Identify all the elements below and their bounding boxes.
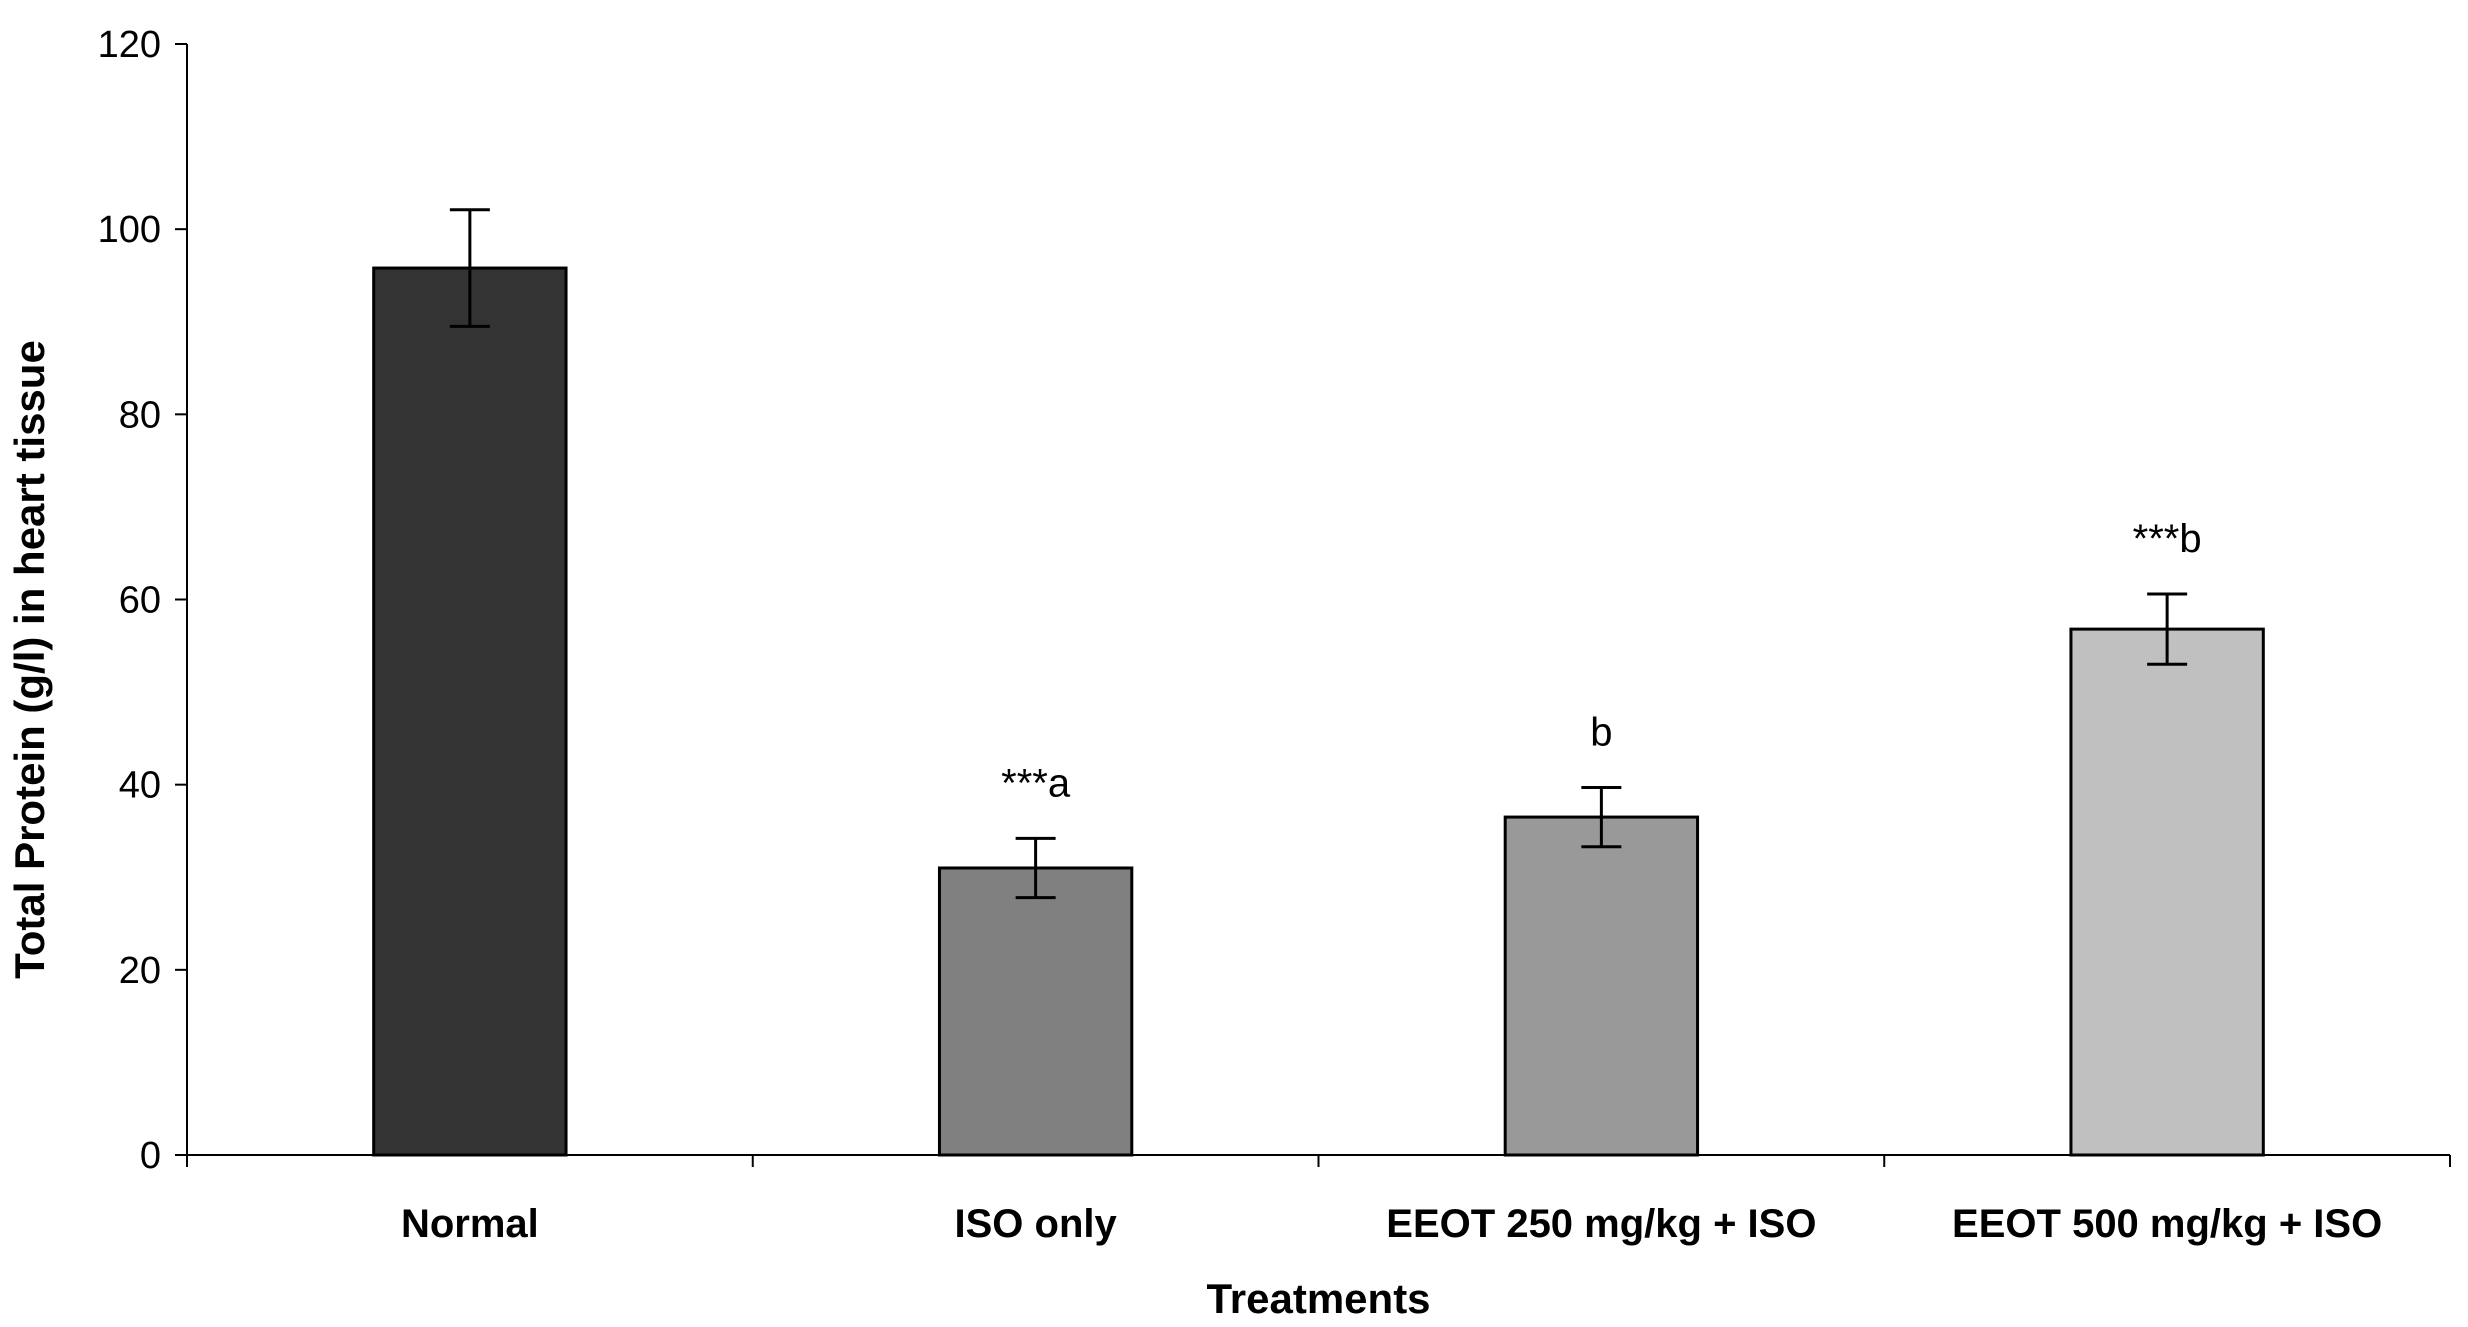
- bars: [372, 266, 2265, 1157]
- bar-1: [372, 266, 568, 1157]
- error-bar-2: [1015, 836, 1056, 900]
- y-tick-label: 0: [140, 1135, 161, 1177]
- y-tick-label: 60: [119, 580, 161, 622]
- error-bars: [449, 208, 2188, 900]
- y-tick-label: 40: [119, 765, 161, 807]
- y-tick-label: 120: [98, 24, 161, 66]
- x-axis-ticks: [186, 1155, 2451, 1167]
- category-label-2: ISO only: [955, 1202, 1118, 1246]
- bar-annotation-4: ***b: [2133, 517, 2202, 561]
- error-bar-1: [449, 208, 490, 328]
- category-labels: Normal ISO only EEOT 250 mg/kg + ISO EEOT 5…: [401, 1202, 2382, 1246]
- bar-3: [1503, 815, 1700, 1157]
- bar-2: [937, 866, 1134, 1157]
- y-tick-label: 80: [119, 394, 161, 436]
- bar-4: [2069, 627, 2265, 1157]
- x-axis-title: Treatments: [1206, 1275, 1430, 1322]
- bar-annotation-2: ***a: [1001, 761, 1071, 805]
- bar-annotations: ***a b ***b: [1001, 517, 2201, 805]
- category-label-3: EEOT 250 mg/kg + ISO: [1386, 1202, 1816, 1246]
- y-tick-label: 100: [98, 209, 161, 251]
- error-bar-3: [1581, 785, 1622, 849]
- category-label-4: EEOT 500 mg/kg + ISO: [1952, 1202, 2382, 1246]
- bar-annotation-3: b: [1590, 710, 1612, 754]
- y-axis-title: Total Protein (g/l) in heart tissue: [6, 340, 53, 979]
- y-tick-label: 20: [119, 950, 161, 992]
- category-label-1: Normal: [401, 1202, 539, 1246]
- error-bar-4: [2147, 592, 2188, 666]
- y-axis-ticks: 0 20 40 60 80 100 120: [98, 24, 187, 1177]
